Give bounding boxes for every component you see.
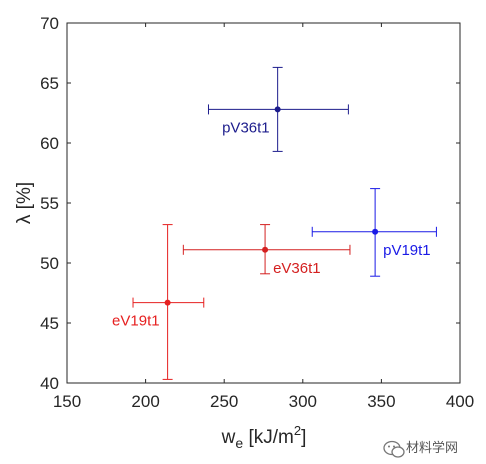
y-tick-label: 50 <box>40 254 59 273</box>
data-point <box>274 106 281 113</box>
y-tick-label: 40 <box>40 374 59 393</box>
y-tick-label: 45 <box>40 314 59 333</box>
error-bars <box>132 66 437 380</box>
wechat-icon <box>383 440 405 458</box>
data-point <box>164 299 171 306</box>
x-tick-label: 150 <box>53 392 81 411</box>
point-labels: pV36t1 pV19t1 eV36t1 eV19t1 <box>112 119 431 329</box>
x-tick-label: 300 <box>289 392 317 411</box>
y-tick-label: 60 <box>40 134 59 153</box>
x-tick-label: 400 <box>446 392 474 411</box>
watermark: 材料学网 <box>383 440 458 458</box>
point-label: eV36t1 <box>273 260 321 277</box>
y-tick-label: 55 <box>40 194 59 213</box>
watermark-text: 材料学网 <box>406 440 458 456</box>
y-axis-label: λ [%] <box>14 182 35 224</box>
x-tick-label: 200 <box>131 392 159 411</box>
x-tick-label: 250 <box>210 392 238 411</box>
x-axis-label: we [kJ/m2] <box>221 423 307 451</box>
data-point <box>372 228 379 235</box>
x-tick-label: 350 <box>367 392 395 411</box>
point-label: pV36t1 <box>222 119 270 136</box>
data-point <box>262 246 269 253</box>
data-points <box>164 106 379 306</box>
point-label: eV19t1 <box>112 313 160 330</box>
y-tick-label: 65 <box>40 74 59 93</box>
axis-ticks: 150 200 250 300 350 400 40 45 50 55 60 65 70 <box>40 14 474 411</box>
plot-area <box>66 22 461 384</box>
y-tick-label: 70 <box>40 14 59 33</box>
point-label: pV19t1 <box>383 242 431 259</box>
